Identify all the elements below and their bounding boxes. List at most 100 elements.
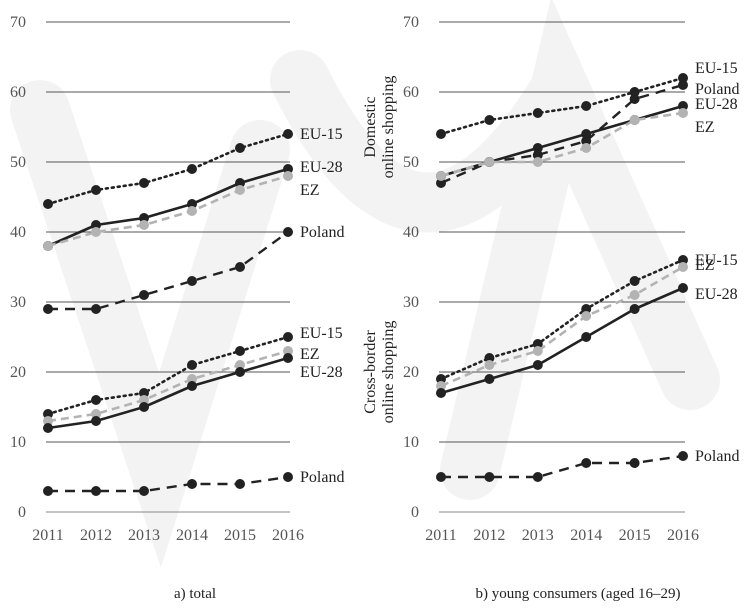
- series-label: Poland: [300, 469, 344, 486]
- x-tick-label: 2014: [176, 527, 208, 544]
- series-line: [46, 132, 290, 206]
- watermark-stroke: [440, 0, 720, 500]
- y-tick-label: 0: [411, 504, 419, 521]
- series-label: EU-15: [695, 60, 738, 77]
- panel-caption: a) total: [174, 586, 216, 602]
- series-label: Poland: [695, 448, 739, 465]
- series-label: EU-15: [300, 126, 343, 143]
- series-line: [439, 258, 685, 381]
- series-label: EU-28: [695, 286, 738, 303]
- series-line: [47, 167, 289, 248]
- data-point: [43, 241, 53, 251]
- data-point: [235, 360, 245, 370]
- series-line: [441, 454, 684, 479]
- data-point: [629, 276, 640, 286]
- series-line: [439, 76, 685, 136]
- data-point: [532, 360, 543, 370]
- panel-caption: b) young consumers (aged 16–29): [476, 586, 681, 602]
- y-tick-label: 30: [10, 294, 26, 311]
- data-point: [532, 157, 543, 167]
- data-point: [484, 472, 495, 482]
- data-point: [678, 283, 688, 293]
- data-point: [484, 374, 495, 384]
- data-point: [139, 290, 149, 300]
- series-line: [47, 356, 289, 430]
- data-point: [235, 346, 245, 356]
- series-line: [47, 349, 289, 423]
- y-tick-label: 50: [403, 154, 419, 171]
- data-point: [283, 227, 293, 237]
- watermark: [10, 0, 720, 568]
- x-tick-label: 2011: [425, 527, 456, 544]
- data-point: [139, 213, 149, 223]
- data-point: [581, 304, 592, 314]
- data-point: [678, 451, 688, 461]
- data-point: [139, 388, 149, 398]
- data-point: [484, 157, 495, 167]
- data-point: [283, 353, 293, 363]
- data-point: [484, 115, 495, 125]
- data-point: [436, 388, 446, 398]
- y-tick-label: 60: [10, 84, 26, 101]
- y-tick-label: 40: [10, 224, 26, 241]
- data-point: [678, 73, 688, 83]
- data-point: [484, 360, 495, 370]
- data-point: [91, 416, 101, 426]
- data-point: [581, 136, 592, 146]
- y-tick-label: 20: [403, 364, 419, 381]
- series-label: EZ: [695, 257, 715, 274]
- data-point: [91, 304, 101, 314]
- series-line: [440, 286, 684, 395]
- data-point: [235, 143, 245, 153]
- data-point: [187, 374, 197, 384]
- x-tick-label: 2012: [80, 527, 112, 544]
- series-line: [440, 111, 684, 178]
- data-point: [581, 332, 592, 342]
- data-point: [629, 304, 640, 314]
- series-line: [48, 475, 289, 493]
- x-tick-label: 2015: [224, 527, 256, 544]
- data-point: [43, 199, 53, 209]
- series-label: EU-28: [300, 364, 343, 381]
- data-point: [436, 472, 446, 482]
- data-point: [436, 381, 446, 391]
- x-tick-label: 2015: [619, 527, 651, 544]
- data-point: [283, 129, 293, 139]
- series-label: EZ: [695, 119, 715, 136]
- y-tick-label: 60: [403, 84, 419, 101]
- series-label: EU-28: [695, 96, 738, 113]
- data-point: [678, 80, 688, 90]
- series-label: Poland: [300, 224, 344, 241]
- group-label: Domestic: [362, 96, 379, 157]
- data-point: [91, 227, 101, 237]
- data-point: [532, 339, 543, 349]
- x-tick-label: 2016: [272, 527, 304, 544]
- data-point: [187, 199, 197, 209]
- series-label: Poland: [695, 81, 739, 98]
- data-point: [532, 346, 543, 356]
- data-point: [187, 360, 197, 370]
- data-point: [139, 220, 149, 230]
- data-point: [484, 353, 495, 363]
- data-point: [629, 87, 640, 97]
- data-point: [532, 143, 543, 153]
- panel-young-consumers: 0 10 20 30 40 50 60 70 2011 2012 2013 2014 2015 2016 D…: [362, 14, 739, 602]
- y-tick-label: 20: [10, 364, 26, 381]
- watermark-stroke: [10, 80, 290, 568]
- x-tick-label: 2013: [128, 527, 160, 544]
- data-point: [43, 423, 53, 433]
- data-point: [436, 171, 446, 181]
- data-point: [139, 178, 149, 188]
- series-label: EU-15: [695, 252, 738, 269]
- data-point: [43, 486, 53, 496]
- data-point: [235, 185, 245, 195]
- series-label: EU-15: [300, 325, 343, 342]
- y-tick-label: 40: [403, 224, 419, 241]
- data-point: [91, 409, 101, 419]
- data-point: [91, 220, 101, 230]
- data-point: [436, 374, 446, 384]
- x-tick-label: 2013: [522, 527, 554, 544]
- x-tick-label: 2014: [570, 527, 602, 544]
